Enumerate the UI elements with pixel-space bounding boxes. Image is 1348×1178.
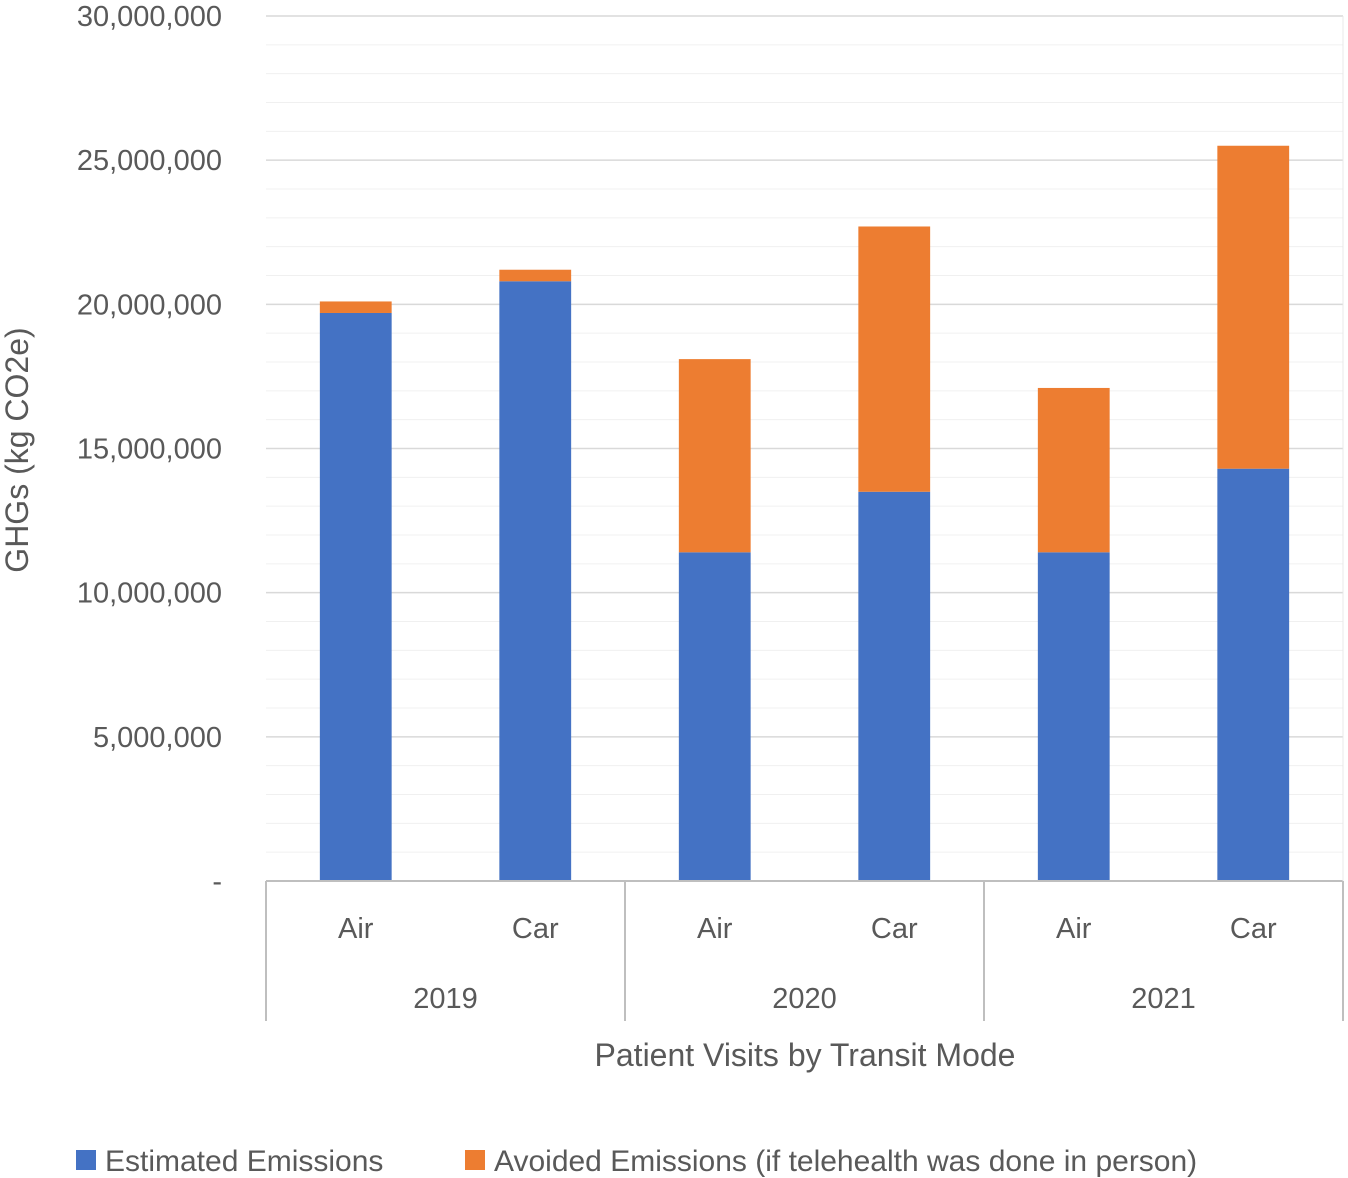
- x-group-label: 2021: [1131, 983, 1196, 1015]
- y-tick-label: 15,000,000: [77, 434, 222, 466]
- legend-label: Avoided Emissions (if telehealth was don…: [494, 1145, 1197, 1178]
- y-tick-label: 20,000,000: [77, 289, 222, 321]
- y-tick-label: 5,000,000: [93, 722, 222, 754]
- y-axis-title: GHGs (kg CO2e): [0, 327, 35, 572]
- bar-segment: [858, 491, 931, 881]
- x-group-label: 2020: [772, 983, 837, 1015]
- y-tick-label: 25,000,000: [77, 145, 222, 177]
- bar-segment: [1217, 145, 1290, 469]
- x-category-label: Air: [697, 913, 733, 945]
- axes: [265, 16, 1344, 1021]
- x-axis-title: Patient Visits by Transit Mode: [595, 1037, 1016, 1073]
- bar-segment: [319, 312, 392, 881]
- major-gridlines: [266, 15, 1343, 738]
- y-tick-label: 30,000,000: [77, 1, 222, 33]
- x-category-label: Car: [871, 913, 918, 945]
- x-category-label: Car: [1230, 913, 1277, 945]
- y-tick-labels: - 5,000,000 10,000,000 15,000,000 20,000,000…: [77, 1, 222, 898]
- bar-segment: [499, 269, 572, 282]
- legend-label: Estimated Emissions: [105, 1145, 383, 1178]
- bar-segment: [319, 301, 392, 313]
- x-category-label: Air: [1056, 913, 1092, 945]
- y-tick-label: -: [212, 866, 222, 898]
- bar-segment: [1037, 552, 1110, 881]
- bar-segment: [1217, 468, 1290, 881]
- legend: Estimated Emissions Avoided Emissions (if…: [76, 1145, 1197, 1178]
- legend-swatch: [76, 1150, 96, 1170]
- bar-segment: [858, 226, 931, 492]
- x-group-label: 2019: [413, 983, 478, 1015]
- y-tick-label: 10,000,000: [77, 578, 222, 610]
- bars: [319, 145, 1290, 881]
- bar-segment: [1037, 387, 1110, 553]
- legend-swatch: [465, 1150, 485, 1170]
- bar-segment: [499, 281, 572, 881]
- x-category-label: Car: [512, 913, 559, 945]
- bar-segment: [678, 552, 751, 881]
- x-category-label: Air: [338, 913, 374, 945]
- bar-segment: [678, 359, 751, 553]
- x-tick-labels: Air Car Air Car Air Car 2019 2020 2021: [338, 913, 1277, 1015]
